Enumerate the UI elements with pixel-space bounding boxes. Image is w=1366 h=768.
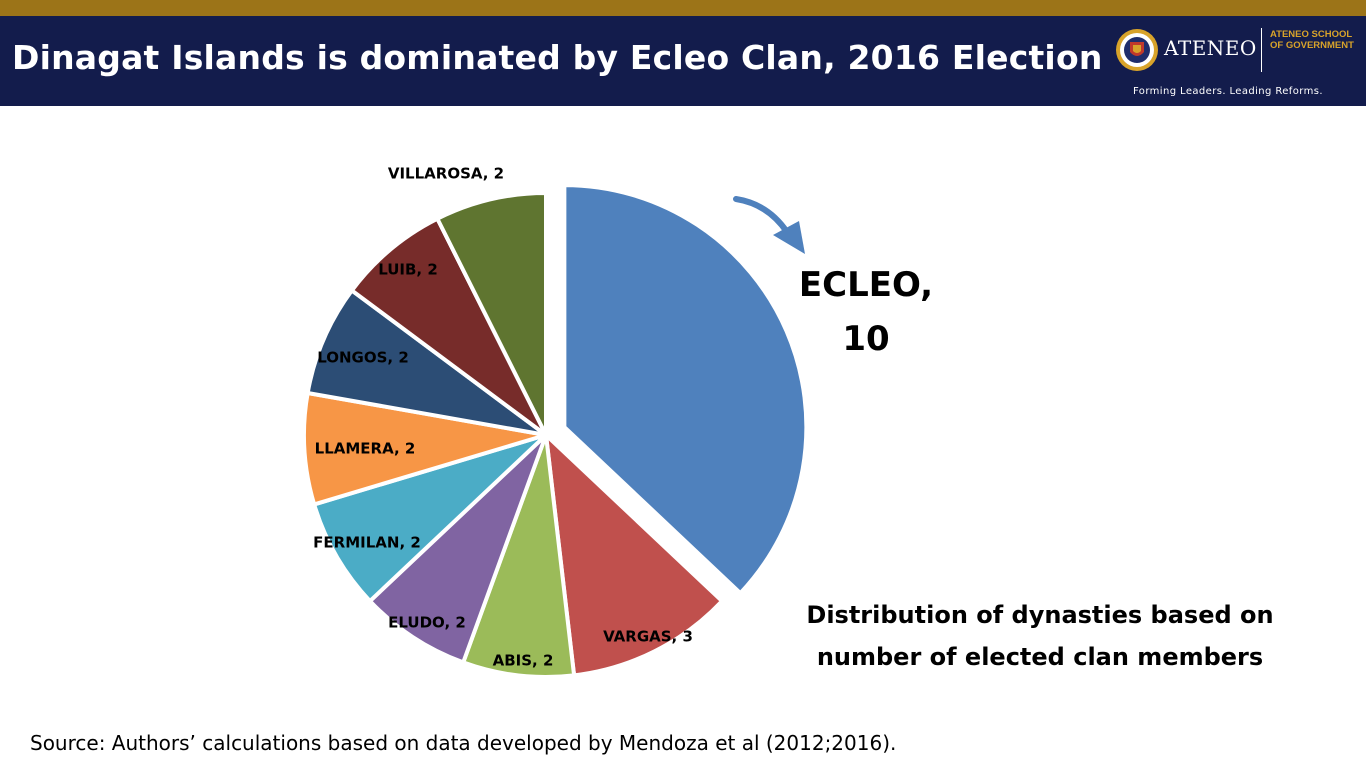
- tagline: Forming Leaders. Leading Reforms.: [1133, 86, 1323, 97]
- pie-slice-fermilan: [312, 433, 548, 604]
- pie-labels: VARGAS, 3 ABIS, 2 ELUDO, 2 FERMILAN, 2 LLAME…: [313, 165, 693, 670]
- brand-name: ATENEO: [1164, 36, 1257, 60]
- slice-label-luib: LUIB, 2: [378, 261, 438, 279]
- caption-line-2: number of elected clan members: [816, 643, 1264, 671]
- slice-label-eludo: ELUDO, 2: [388, 614, 466, 632]
- source-note: Source: Authors’ calculations based on d…: [30, 731, 897, 755]
- caption-line-1: Distribution of dynasties based on: [806, 601, 1274, 629]
- page-title: Dinagat Islands is dominated by Ecleo Cl…: [12, 38, 1103, 77]
- pie-slice-vargas: [544, 433, 725, 678]
- slice-label-fermilan: FERMILAN, 2: [313, 534, 421, 552]
- top-gold-bar: [0, 0, 1366, 16]
- pie-chart: VARGAS, 3 ABIS, 2 ELUDO, 2 FERMILAN, 2 LLAME…: [302, 165, 933, 679]
- pie-slice-longos: [305, 288, 548, 437]
- curved-arrow-head: [773, 221, 805, 254]
- header-banner: Dinagat Islands is dominated by Ecleo Cl…: [0, 16, 1366, 106]
- pie-slice-eludo: [367, 433, 548, 665]
- brand-divider: [1261, 28, 1262, 72]
- pie-slice-ecleo: [562, 183, 809, 596]
- chart-caption: Distribution of dynasties based on numbe…: [760, 594, 1320, 678]
- ecleo-highlight-value: 10: [842, 319, 889, 359]
- slice-label-llamera: LLAMERA, 2: [315, 440, 416, 458]
- pie-slice-abis: [461, 433, 577, 679]
- pie-slice-luib: [349, 216, 548, 437]
- slice-label-vargas: VARGAS, 3: [603, 628, 693, 646]
- pie-slice-llamera: [302, 390, 548, 507]
- slice-label-longos: LONGOS, 2: [317, 349, 409, 367]
- slice-label-villarosa: VILLAROSA, 2: [388, 165, 504, 183]
- ateneo-seal-icon: [1116, 29, 1158, 71]
- school-name: ATENEO SCHOOL OF GOVERNMENT: [1270, 29, 1354, 51]
- pie-slices: [302, 183, 809, 679]
- ecleo-highlight-name: ECLEO,: [799, 265, 933, 305]
- curved-arrow-icon: [733, 196, 790, 235]
- slice-label-abis: ABIS, 2: [493, 652, 554, 670]
- pie-slice-villarosa: [435, 191, 548, 437]
